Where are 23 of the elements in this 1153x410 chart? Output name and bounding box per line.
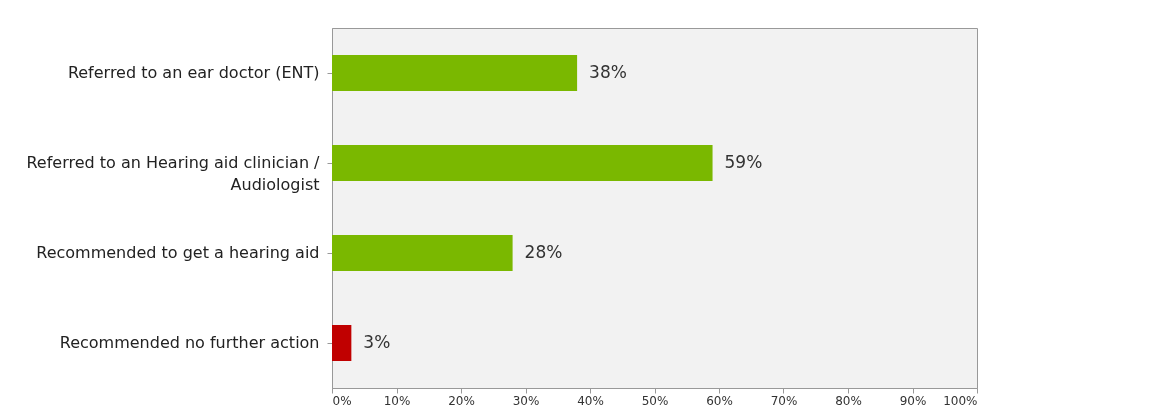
data-label: 59%: [724, 152, 763, 172]
x-tick-label: 10%: [383, 393, 411, 408]
y-tick-label: Referred to an ear doctor (ENT): [67, 63, 320, 82]
x-tick-label: 20%: [448, 393, 475, 408]
data-label: 38%: [589, 62, 627, 82]
bar: [332, 325, 352, 361]
y-tick-label: Referred to an Hearing aid clinician / Audiologist: [26, 153, 321, 194]
bar: [332, 55, 578, 91]
x-tick-label: 60%: [706, 393, 733, 408]
y-tick-label: Recommended to get a hearing aid: [36, 243, 320, 262]
y-tick-label: Recommended no further action: [59, 333, 320, 352]
bar: [332, 145, 713, 181]
data-label: 3%: [363, 332, 391, 352]
data-label: 28%: [524, 242, 563, 262]
x-tick-label: 30%: [512, 393, 540, 408]
x-tick-label: 40%: [577, 393, 604, 408]
x-tick-label: 90%: [899, 393, 927, 408]
x-tick-label: 70%: [770, 393, 798, 408]
bar: [332, 235, 513, 271]
x-tick-label: 0%: [332, 393, 352, 408]
x-tick-label: 100%: [943, 393, 978, 408]
x-tick-label: 80%: [835, 393, 862, 408]
x-tick-label: 50%: [641, 393, 669, 408]
